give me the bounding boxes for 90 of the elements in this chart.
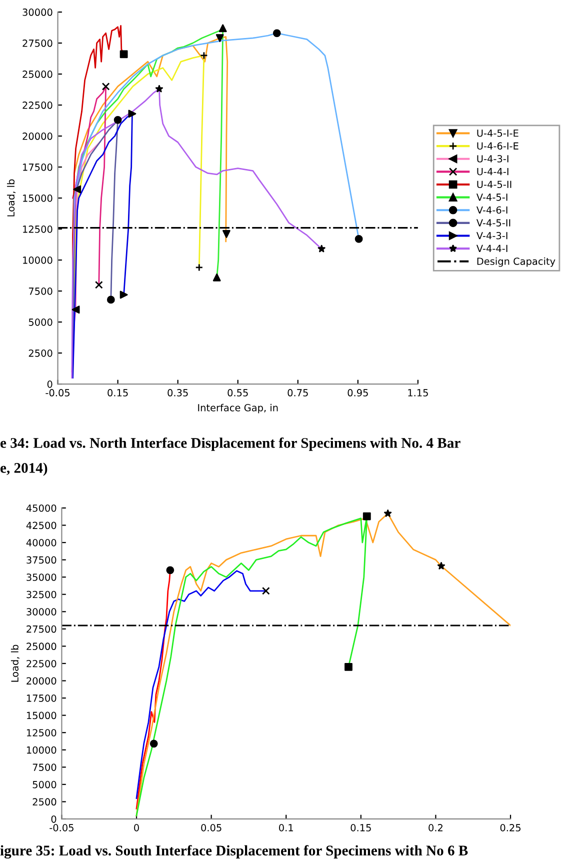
point [114, 116, 122, 124]
x-tick-label: -0.05 [46, 389, 70, 396]
point [155, 84, 164, 92]
legend-label: V-4-6-I [476, 206, 508, 214]
point [128, 110, 136, 118]
line-series [136, 570, 267, 799]
y-tick-label: 17500 [26, 694, 56, 702]
point [195, 264, 204, 272]
y-tick-label: 10000 [23, 256, 52, 264]
y-tick-label: 45000 [26, 504, 56, 512]
y-tick-label: 0 [51, 815, 56, 823]
y-tick-label: 2500 [28, 350, 52, 357]
point [362, 512, 371, 520]
point [354, 235, 363, 243]
point [200, 52, 208, 60]
x-tick-label: 0.15 [350, 824, 371, 832]
legend-label: U-4-3-I [477, 155, 508, 162]
point [94, 280, 103, 289]
x-tick-label: 0.25 [500, 824, 520, 832]
point [272, 29, 281, 38]
point [102, 82, 110, 90]
legend-label: Design Capacity [477, 257, 556, 267]
legend-label: V-4-3-I [476, 232, 508, 240]
x-tick-label: 0.15 [108, 389, 128, 396]
y-tick-label: 25000 [26, 642, 56, 650]
legend-label: U-4-5-II [477, 180, 512, 188]
point [218, 24, 227, 32]
legend-label: U-4-4-I [477, 168, 508, 176]
legend-label: U-4-5-I-E [477, 130, 518, 137]
x-tick-label: -0.05 [50, 824, 74, 832]
x-tick-label: 0.2 [428, 824, 442, 832]
y-tick-label: 0 [47, 380, 52, 388]
y-tick-label: 37500 [26, 556, 56, 564]
x-tick-label: 0 [134, 824, 139, 832]
point [216, 34, 224, 42]
text: e 34: Load vs. North Interface Displacement for Specimens with No. 4 Bar [0, 437, 460, 451]
legend-label: V-4-5-II [476, 219, 510, 226]
y-tick-label: 22500 [22, 102, 52, 109]
point [120, 290, 128, 299]
x-tick-label: 0.35 [168, 389, 188, 396]
point [166, 566, 174, 574]
x-tick-label: 1.15 [408, 389, 428, 396]
point [212, 273, 221, 282]
x-tick-label: 0.05 [201, 824, 222, 832]
y-tick-label: 12500 [26, 729, 56, 736]
text: e, 2014) [0, 462, 48, 476]
legend-label: V-4-5-I [476, 194, 508, 201]
point [437, 562, 446, 570]
y-tick-label: 25000 [22, 70, 52, 78]
x-tick-label: 0.75 [288, 389, 308, 396]
y-tick-label: 42500 [26, 522, 56, 530]
point [318, 244, 326, 252]
x-tick-label: 0.1 [279, 824, 293, 832]
y-tick-label: 20000 [26, 677, 56, 685]
y-tick-label: 5000 [28, 318, 52, 326]
y-tick-label: 7500 [32, 764, 56, 771]
y-tick-label: 20000 [22, 132, 52, 140]
y-tick-label: 7500 [28, 288, 52, 295]
point [73, 185, 82, 194]
y-tick-label: 10000 [26, 746, 56, 754]
y-axis-title: Load, lb [10, 644, 20, 682]
point [150, 740, 158, 748]
legend-label: V-4-4-I [476, 244, 508, 252]
x-axis-title: Interface Gap, in [198, 404, 278, 414]
y-tick-label: 30000 [26, 608, 56, 616]
y-tick-label: 35000 [26, 574, 56, 581]
x-tick-label: 0.55 [228, 389, 248, 396]
y-tick-label: 27500 [26, 625, 56, 633]
y-tick-label: 15000 [26, 712, 56, 720]
legend-label: U-4-6-I-E [477, 142, 518, 150]
point [106, 296, 115, 304]
point [344, 662, 352, 671]
point [262, 586, 270, 595]
y-tick-label: 27500 [22, 40, 52, 47]
point [120, 50, 128, 58]
y-tick-label: 12500 [23, 226, 52, 233]
point [222, 230, 230, 238]
y-tick-label: 32500 [26, 590, 56, 598]
y-tick-label: 5000 [32, 780, 56, 788]
y-axis-title: Load, lb [7, 179, 16, 216]
y-tick-label: 30000 [22, 8, 52, 16]
y-tick-label: 2500 [32, 798, 56, 806]
text: igure 35: Load vs. South Interface Displacement for Specimens with No 6 B [0, 845, 468, 859]
y-tick-label: 22500 [26, 660, 56, 668]
x-tick-label: 0.95 [348, 389, 368, 396]
y-tick-label: 40000 [26, 539, 56, 546]
y-tick-label: 15000 [23, 194, 52, 202]
point [72, 306, 80, 314]
point [384, 510, 392, 517]
y-tick-label: 17500 [23, 164, 52, 171]
